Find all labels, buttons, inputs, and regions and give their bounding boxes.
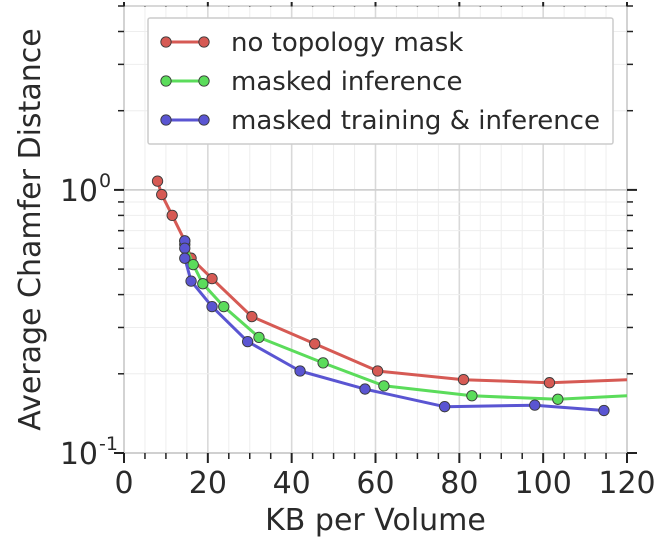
x-tick-label: 20: [189, 466, 227, 501]
y-tick-label: 10: [60, 174, 98, 209]
series-3: [179, 235, 610, 417]
series-layer: [151, 175, 628, 417]
legend-marker: [160, 75, 172, 87]
data-point: [598, 404, 610, 417]
data-point: [317, 357, 329, 369]
data-point: [378, 380, 390, 392]
data-point: [185, 275, 197, 287]
x-tick-label: 100: [515, 466, 572, 501]
data-point: [246, 310, 258, 323]
data-point: [206, 300, 218, 313]
data-point: [151, 175, 164, 187]
y-tick-label-exponent: 0: [99, 170, 111, 192]
data-point: [179, 252, 191, 264]
legend-label: no topology mask: [231, 28, 463, 58]
series-line: [156, 180, 628, 385]
legend-marker: [160, 36, 172, 48]
legend-label: masked inference: [231, 67, 462, 97]
y-axis-label: Average Chamfer Distance: [13, 28, 48, 430]
series-line: [183, 243, 628, 401]
data-point: [529, 399, 541, 411]
data-point: [457, 374, 470, 386]
series-1: [151, 175, 628, 389]
data-point: [218, 300, 230, 313]
data-point: [371, 365, 384, 377]
data-point: [294, 365, 306, 377]
data-point: [242, 335, 254, 348]
data-point: [466, 390, 478, 402]
series-2: [179, 238, 628, 405]
x-axis-label: KB per Volume: [265, 503, 486, 538]
data-point: [359, 383, 371, 395]
x-tick-label: 40: [273, 466, 311, 501]
y-tick-label: 10: [60, 437, 98, 472]
data-point: [166, 209, 178, 222]
data-point: [179, 242, 191, 254]
legend: no topology mask masked inference masked t…: [147, 17, 614, 145]
data-point: [156, 188, 168, 201]
legend-label: masked training & inference: [231, 106, 600, 136]
legend-marker: [160, 114, 172, 126]
data-point: [543, 377, 556, 389]
data-point: [552, 393, 564, 405]
x-tick-label: 0: [114, 466, 133, 501]
data-point: [309, 338, 321, 350]
legend-marker: [198, 114, 210, 126]
legend-marker: [198, 36, 210, 48]
x-tick-label: 120: [598, 466, 655, 501]
data-point: [439, 401, 451, 413]
data-point: [253, 331, 265, 344]
y-tick-label-exponent: -1: [99, 433, 118, 455]
legend-marker: [198, 75, 210, 87]
data-point: [197, 278, 209, 290]
data-point: [206, 272, 218, 285]
legend-box: [147, 17, 614, 145]
x-tick-label: 60: [356, 466, 394, 501]
x-tick-label: 80: [440, 466, 478, 501]
